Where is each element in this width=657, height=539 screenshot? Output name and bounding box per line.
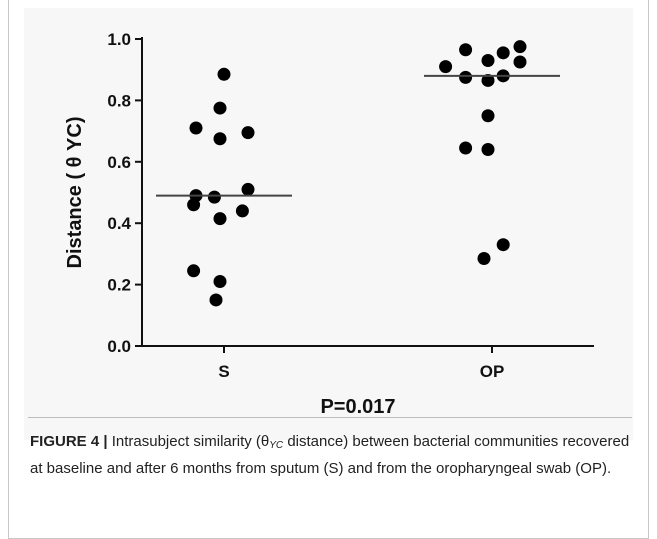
data-point xyxy=(481,53,495,67)
data-point xyxy=(213,275,227,289)
p-value-annotation: P=0.017 xyxy=(320,396,395,418)
data-point xyxy=(217,67,231,81)
y-tick-label: 0.2 xyxy=(107,276,131,295)
data-point xyxy=(459,70,473,84)
data-point xyxy=(496,46,510,60)
data-point xyxy=(459,43,473,57)
data-point xyxy=(241,126,255,140)
data-point xyxy=(187,198,201,212)
data-point xyxy=(481,143,495,157)
data-point xyxy=(207,190,221,204)
data-point xyxy=(496,238,510,252)
data-point xyxy=(235,204,249,218)
data-point xyxy=(187,264,201,278)
data-point xyxy=(459,141,473,155)
chart-marks xyxy=(156,40,560,307)
y-tick-label: 1.0 xyxy=(107,30,131,49)
data-point xyxy=(213,212,227,226)
chart-panel: 0.0 0.2 0.4 0.6 0.8 1.0 S OP Distance ( θ YC) P=0… xyxy=(24,8,633,440)
data-point xyxy=(209,293,223,307)
y-tick-label: 0.0 xyxy=(107,337,131,356)
y-tick-label: 0.4 xyxy=(107,214,131,233)
data-point xyxy=(213,132,227,146)
y-tick-label: 0.8 xyxy=(107,91,131,110)
data-point xyxy=(241,182,255,196)
data-point xyxy=(481,73,495,87)
x-tick-label: OP xyxy=(480,362,505,381)
data-point xyxy=(477,252,491,266)
data-point xyxy=(189,121,203,135)
caption-text-pre: Intrasubject similarity (θ xyxy=(107,433,270,450)
data-point xyxy=(513,40,527,54)
chart-axes: 0.0 0.2 0.4 0.6 0.8 1.0 S OP Distance ( θ YC) P=0… xyxy=(64,30,594,418)
figure-caption: FIGURE 4 | Intrasubject similarity (θYC … xyxy=(30,430,630,480)
caption-text-post: distance) between bacterial communities … xyxy=(30,433,630,477)
data-point xyxy=(439,60,453,74)
y-tick-label: 0.6 xyxy=(107,153,131,172)
scatter-chart: 0.0 0.2 0.4 0.6 0.8 1.0 S OP Distance ( θ YC) P=0… xyxy=(64,30,594,418)
caption-label: FIGURE 4 | xyxy=(30,433,108,450)
caption-subscript: YC xyxy=(269,440,284,451)
caption-divider xyxy=(28,417,632,418)
data-point xyxy=(513,55,527,69)
data-point xyxy=(213,101,227,115)
x-tick-label: S xyxy=(218,362,229,381)
data-point xyxy=(481,109,495,123)
y-axis-title: Distance ( θ YC) xyxy=(64,117,86,269)
